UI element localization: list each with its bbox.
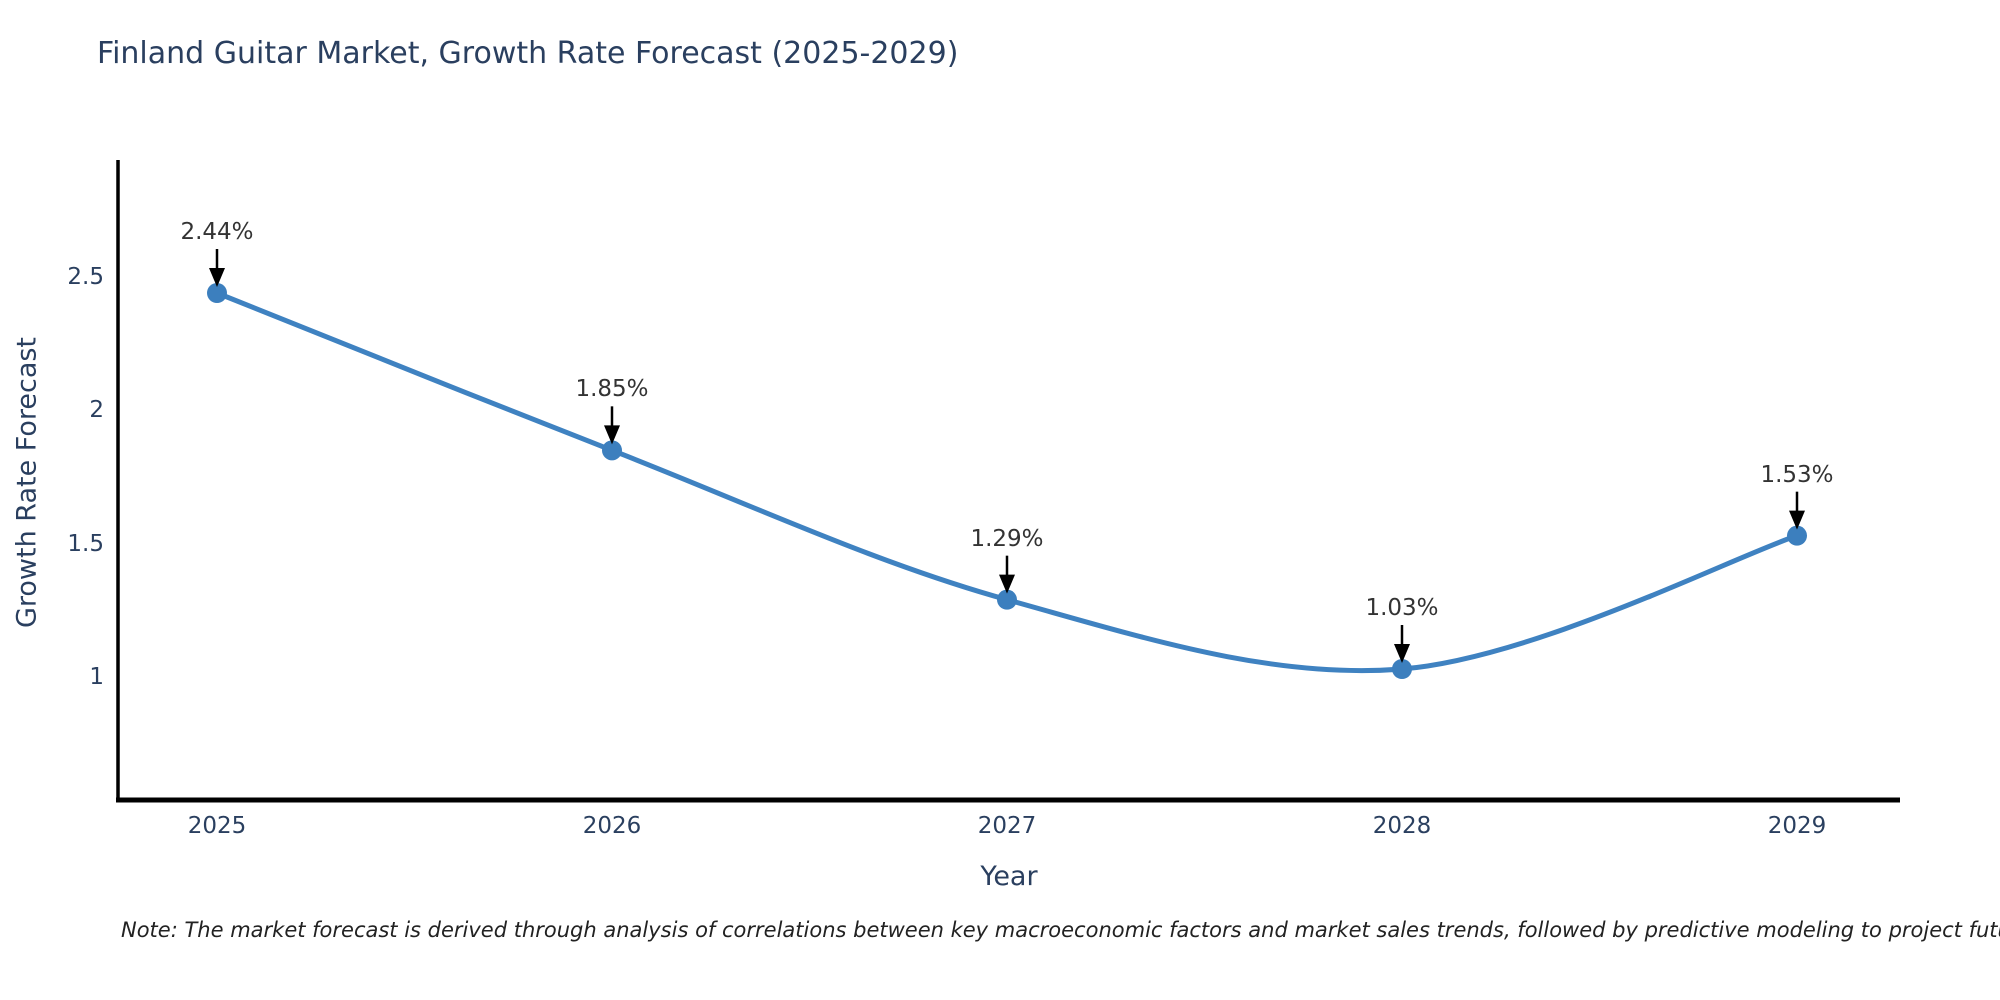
x-tick-label: 2025	[187, 813, 247, 839]
data-point	[207, 283, 227, 303]
annotation-label: 1.29%	[970, 525, 1044, 552]
x-tick-label: 2029	[1767, 813, 1827, 839]
data-point	[602, 440, 622, 461]
annotation-arrowhead	[604, 425, 620, 445]
series-line	[214, 290, 1800, 674]
x-axis-title: Year	[980, 861, 1038, 892]
data-point	[1392, 659, 1412, 680]
data-point	[997, 589, 1017, 610]
annotation-label: 1.85%	[575, 376, 649, 403]
y-tick-label: 2	[89, 397, 104, 424]
annotation-label: 2.44%	[180, 219, 254, 245]
x-tick-label: 2026	[582, 813, 642, 839]
annotation-label: 1.03%	[1365, 595, 1439, 621]
annotation-arrowhead	[999, 574, 1015, 594]
annotation-arrowhead	[1789, 510, 1805, 530]
annotation-label: 1.53%	[1760, 461, 1834, 488]
annotation-arrowhead	[209, 268, 225, 287]
annotation-arrowhead	[1394, 644, 1410, 664]
y-tick-label: 2.5	[67, 264, 104, 290]
x-tick-label: 2028	[1372, 813, 1432, 839]
y-axis-title: Growth Rate Forecast	[11, 336, 43, 629]
x-tick-label: 2027	[977, 813, 1037, 839]
y-tick-label: 1.5	[67, 530, 104, 557]
footnote: Note: The market forecast is derived thr…	[121, 918, 2000, 942]
y-tick-label: 1	[89, 664, 104, 690]
data-point	[1787, 525, 1807, 546]
chart-title: Finland Guitar Market, Growth Rate Forec…	[97, 36, 959, 71]
